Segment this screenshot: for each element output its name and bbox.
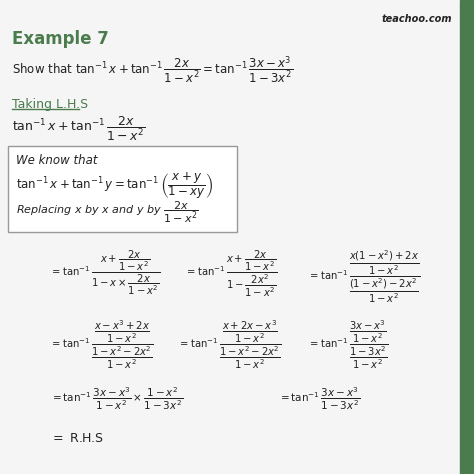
Text: We know that: We know that — [16, 154, 98, 167]
Text: Show that $\tan^{-1} x + \tan^{-1} \dfrac{2x}{1-x^2} = \tan^{-1} \dfrac{3x-x^3}{: Show that $\tan^{-1} x + \tan^{-1} \dfra… — [12, 55, 293, 86]
FancyBboxPatch shape — [8, 146, 237, 232]
Text: $= \tan^{-1} \dfrac{\dfrac{x(1-x^2)+2x}{1-x^2}}{\dfrac{(1-x^2)-2x^2}{1-x^2}}$: $= \tan^{-1} \dfrac{\dfrac{x(1-x^2)+2x}{… — [308, 248, 420, 305]
Text: $= \tan^{-1} \dfrac{x + \dfrac{2x}{1-x^2}}{1 - x \times \dfrac{2x}{1-x^2}}$: $= \tan^{-1} \dfrac{x + \dfrac{2x}{1-x^2… — [50, 248, 161, 297]
Text: $\tan^{-1} x + \tan^{-1} y = \tan^{-1} \left(\dfrac{x+y}{1-xy}\right)$: $\tan^{-1} x + \tan^{-1} y = \tan^{-1} \… — [16, 170, 213, 201]
Text: $= \tan^{-1} \dfrac{x + \dfrac{2x}{1-x^2}}{1 - \dfrac{2x^2}{1-x^2}}$: $= \tan^{-1} \dfrac{x + \dfrac{2x}{1-x^2… — [185, 248, 278, 299]
Text: $= \tan^{-1} \dfrac{\dfrac{x+2x-x^3}{1-x^2}}{\dfrac{1-x^2-2x^2}{1-x^2}}$: $= \tan^{-1} \dfrac{\dfrac{x+2x-x^3}{1-x… — [178, 318, 282, 371]
Text: $= \tan^{-1} \dfrac{3x-x^3}{1-x^2} \times \dfrac{1-x^2}{1-3x^2}$: $= \tan^{-1} \dfrac{3x-x^3}{1-x^2} \time… — [50, 385, 183, 412]
Text: $= \tan^{-1} \dfrac{3x-x^3}{1-3x^2}$: $= \tan^{-1} \dfrac{3x-x^3}{1-3x^2}$ — [278, 385, 360, 412]
Text: teachoo.com: teachoo.com — [382, 14, 452, 24]
Text: Taking L.H.S: Taking L.H.S — [12, 98, 88, 111]
Text: $\tan^{-1} x + \tan^{-1} \dfrac{2x}{1-x^2}$: $\tan^{-1} x + \tan^{-1} \dfrac{2x}{1-x^… — [12, 115, 146, 143]
Text: Example 7: Example 7 — [12, 30, 109, 48]
Text: $= \tan^{-1} \dfrac{\dfrac{3x-x^3}{1-x^2}}{\dfrac{1-3x^2}{1-x^2}}$: $= \tan^{-1} \dfrac{\dfrac{3x-x^3}{1-x^2… — [308, 318, 388, 371]
Text: $=$ R.H.S: $=$ R.H.S — [50, 432, 104, 445]
Text: Replacing $x$ by $x$ and $y$ by $\dfrac{2x}{1-x^2}$: Replacing $x$ by $x$ and $y$ by $\dfrac{… — [16, 200, 199, 225]
Text: $= \tan^{-1} \dfrac{\dfrac{x-x^3+2x}{1-x^2}}{\dfrac{1-x^2-2x^2}{1-x^2}}$: $= \tan^{-1} \dfrac{\dfrac{x-x^3+2x}{1-x… — [50, 318, 154, 371]
Bar — [460, 0, 474, 474]
